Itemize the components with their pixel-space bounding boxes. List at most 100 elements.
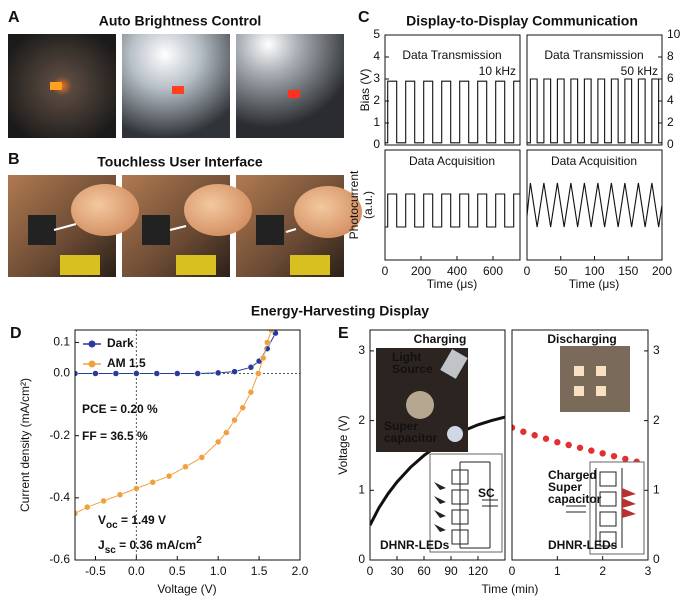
annotation-text: Data Acquisition [409, 154, 495, 168]
x-tick-label: 1.0 [210, 564, 227, 578]
marker [231, 368, 238, 375]
annotation-text: Data Acquisition [551, 154, 637, 168]
plot-frame [511, 329, 649, 561]
y2-tick-label: 4 [667, 93, 674, 107]
marker [520, 428, 527, 435]
series-line [527, 78, 662, 144]
annotation-rest: = 1.49 V [118, 513, 166, 527]
inset-label: capacitor [548, 492, 602, 506]
annotation: Jsc = 0.36 mA/cm2 [98, 535, 202, 556]
inset-label: Super [384, 419, 418, 433]
x-tick-label: 2.0 [292, 564, 309, 578]
x-tick-label: 150 [618, 264, 638, 278]
y-tick-label: 5 [373, 27, 380, 41]
glow [406, 391, 434, 419]
x-tick-label: 0.5 [169, 564, 186, 578]
y-tick-label: 0 [373, 137, 380, 151]
plot-area [527, 78, 662, 144]
marker [165, 472, 173, 480]
x-tick-label: 1.5 [251, 564, 268, 578]
y-tick-label: 1 [358, 482, 365, 496]
light-arrows [434, 482, 446, 532]
inset-label: Source [392, 362, 433, 376]
marker [610, 452, 618, 460]
x-tick-label: 1 [554, 564, 561, 578]
marker [133, 485, 140, 492]
y2-tick-label: 2 [667, 115, 674, 129]
marker [182, 463, 189, 471]
inset-label: Charged [548, 468, 597, 482]
annotation-text: 10 kHz [479, 64, 516, 78]
x-tick-label: 0 [509, 564, 516, 578]
panel-title: Touchless User Interface [97, 154, 263, 170]
marker [259, 354, 267, 362]
x-tick-label: 200 [411, 264, 431, 278]
x-tick-label: 200 [652, 264, 672, 278]
led [288, 90, 300, 98]
y-axis-label: Bias (V) [358, 69, 372, 112]
panel-title: Display-to-Display Communication [406, 13, 638, 29]
y2-tick-label: 10 [667, 27, 680, 41]
y-tick-label: 3 [358, 343, 365, 357]
x-tick-label: 0 [524, 264, 531, 278]
marker [174, 370, 181, 377]
marker [247, 388, 255, 396]
annotation: Voc = 1.49 V [98, 513, 166, 530]
series-line [385, 193, 520, 228]
y-axis-label: Current density (mA/cm²) [18, 378, 32, 512]
marker [194, 370, 201, 377]
annotation-text: PCE = 0.20 % [82, 402, 158, 416]
led [172, 86, 184, 94]
series-line [75, 332, 276, 375]
x-tick-label: 60 [417, 564, 431, 578]
x-axis-label: Voltage (V) [157, 582, 216, 596]
light-source [440, 349, 468, 379]
photo-row-b [8, 175, 362, 277]
y-tick-label: -0.2 [49, 428, 70, 442]
annotation: PCE = 0.20 % [82, 402, 158, 416]
plot-area [385, 80, 520, 144]
arrow [53, 223, 77, 231]
plot-area [527, 182, 662, 228]
plot-area [385, 193, 520, 228]
x-tick-label: 2 [599, 564, 606, 578]
subplot-title: Discharging [547, 332, 616, 346]
marker [542, 435, 550, 442]
marker [214, 369, 222, 377]
x-tick-label: 0 [382, 264, 389, 278]
y2-tick-label: 0 [653, 552, 660, 566]
annotation-text: Data Transmission [544, 48, 643, 62]
y-tick-label: 2 [373, 93, 380, 107]
lit-pixels [574, 366, 606, 396]
annotation-rest: = 0.36 mA/cm [116, 538, 196, 552]
insets [376, 346, 645, 555]
marker [512, 424, 516, 431]
device [142, 215, 170, 245]
device [256, 215, 284, 245]
circuit-box [589, 461, 645, 555]
marker [554, 439, 561, 446]
plot-area [75, 330, 279, 517]
annotation-sub: oc [106, 520, 118, 531]
arrow [285, 228, 297, 233]
x-axis-label: Time (μs) [427, 277, 477, 291]
marker [588, 447, 595, 454]
marker [576, 444, 584, 451]
marker [84, 503, 91, 511]
plot-frame [526, 34, 663, 146]
panel-label: B [8, 151, 20, 168]
marker [255, 370, 262, 377]
marker [75, 370, 79, 377]
y-tick-label: 0.1 [53, 335, 70, 349]
annotation: Data Acquisition [409, 154, 495, 168]
y-tick-label: 3 [373, 71, 380, 85]
connector [176, 255, 216, 275]
marker [214, 438, 222, 446]
annotation: 50 kHz [621, 64, 658, 78]
circuit [451, 461, 498, 549]
plot-frame [369, 329, 506, 561]
y-axis-label: Voltage (V) [336, 415, 350, 474]
x-tick-label: 3 [645, 564, 652, 578]
y2-tick-label: 3 [653, 343, 660, 357]
